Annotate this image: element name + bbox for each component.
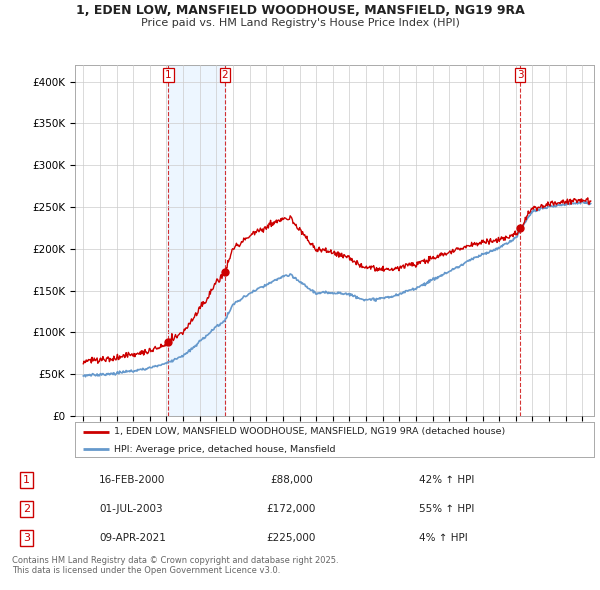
Text: 3: 3 <box>517 70 524 80</box>
Text: 55% ↑ HPI: 55% ↑ HPI <box>419 504 475 514</box>
Text: HPI: Average price, detached house, Mansfield: HPI: Average price, detached house, Mans… <box>114 445 335 454</box>
Text: Contains HM Land Registry data © Crown copyright and database right 2025.
This d: Contains HM Land Registry data © Crown c… <box>12 556 338 575</box>
Text: £88,000: £88,000 <box>270 475 313 484</box>
Text: 16-FEB-2000: 16-FEB-2000 <box>100 475 166 484</box>
Bar <box>169 65 225 416</box>
Text: 2: 2 <box>23 504 30 514</box>
Text: 42% ↑ HPI: 42% ↑ HPI <box>419 475 475 484</box>
Text: 1, EDEN LOW, MANSFIELD WOODHOUSE, MANSFIELD, NG19 9RA: 1, EDEN LOW, MANSFIELD WOODHOUSE, MANSFI… <box>76 4 524 17</box>
Text: 2: 2 <box>221 70 228 80</box>
Text: 09-APR-2021: 09-APR-2021 <box>100 533 166 543</box>
Text: 1: 1 <box>165 70 172 80</box>
Text: 4% ↑ HPI: 4% ↑ HPI <box>419 533 468 543</box>
Text: £225,000: £225,000 <box>266 533 316 543</box>
Text: £172,000: £172,000 <box>266 504 316 514</box>
Text: 3: 3 <box>23 533 30 543</box>
Text: Price paid vs. HM Land Registry's House Price Index (HPI): Price paid vs. HM Land Registry's House … <box>140 18 460 28</box>
Text: 1: 1 <box>23 475 30 484</box>
Text: 01-JUL-2003: 01-JUL-2003 <box>100 504 163 514</box>
Text: 1, EDEN LOW, MANSFIELD WOODHOUSE, MANSFIELD, NG19 9RA (detached house): 1, EDEN LOW, MANSFIELD WOODHOUSE, MANSFI… <box>114 427 505 436</box>
